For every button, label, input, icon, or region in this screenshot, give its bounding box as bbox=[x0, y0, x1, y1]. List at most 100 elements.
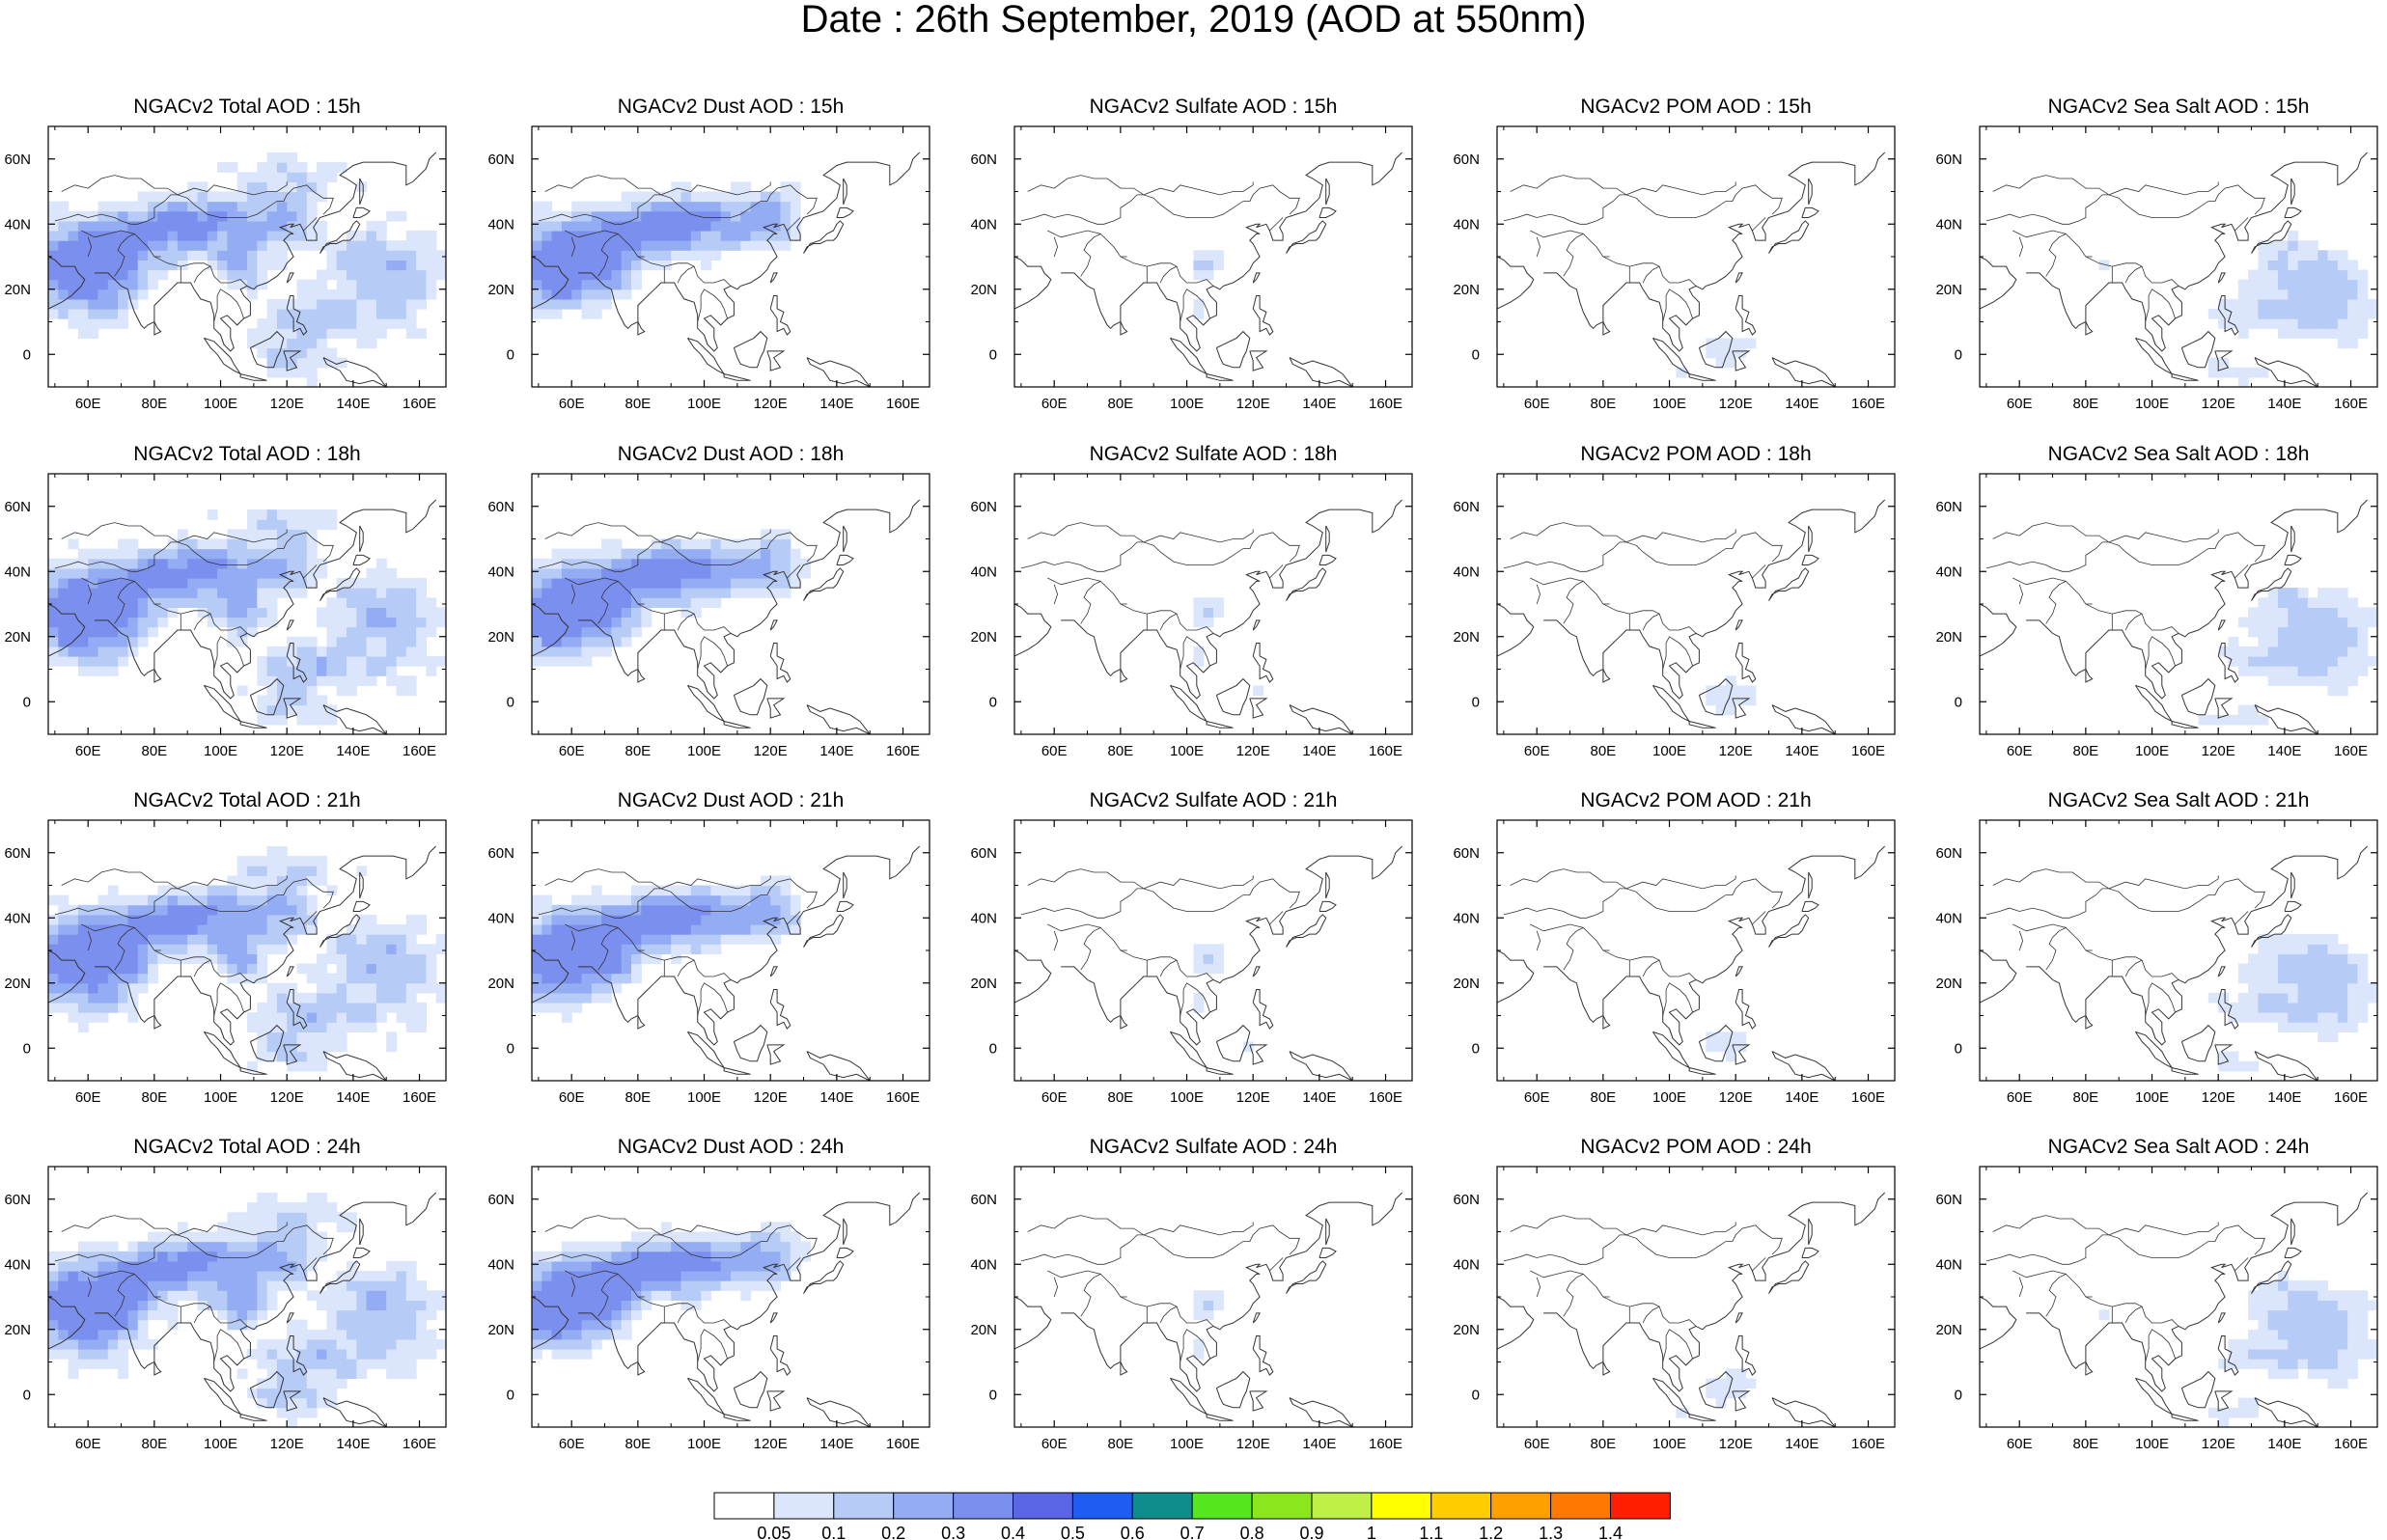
aod-cell bbox=[561, 1349, 572, 1360]
aod-cell bbox=[118, 963, 128, 975]
aod-cell bbox=[247, 1212, 258, 1223]
aod-cell bbox=[347, 250, 357, 261]
aod-cell bbox=[68, 973, 79, 984]
coastline bbox=[1289, 1397, 1353, 1427]
aod-cell bbox=[2307, 626, 2318, 638]
aod-cell bbox=[207, 924, 218, 935]
aod-cell bbox=[1715, 1041, 1727, 1053]
aod-cell bbox=[720, 567, 732, 579]
aod-cell bbox=[336, 298, 347, 310]
aod-cell bbox=[551, 260, 563, 271]
aod-cell bbox=[2327, 597, 2339, 608]
x-tick-label: 140E bbox=[336, 1089, 370, 1106]
aod-cell bbox=[257, 856, 268, 866]
aod-cell bbox=[2337, 675, 2348, 686]
aod-cell bbox=[405, 646, 417, 657]
aod-cell bbox=[435, 1290, 446, 1301]
aod-cell bbox=[48, 1290, 59, 1301]
aod-cell bbox=[107, 963, 119, 975]
aod-cell bbox=[710, 1251, 722, 1262]
aod-cell bbox=[336, 162, 347, 173]
coastline bbox=[1808, 871, 1813, 899]
aod-cell bbox=[2278, 934, 2289, 945]
aod-cell bbox=[356, 181, 368, 193]
aod-cell bbox=[276, 1338, 288, 1350]
aod-cell bbox=[287, 1003, 298, 1013]
aod-cell bbox=[601, 567, 612, 579]
aod-cell bbox=[118, 982, 128, 994]
aod-cell bbox=[236, 1290, 248, 1301]
aod-cell bbox=[740, 914, 752, 925]
aod-cell bbox=[167, 1251, 179, 1262]
aod-cell bbox=[326, 240, 338, 251]
aod-cell bbox=[167, 1260, 179, 1272]
aod-cell bbox=[326, 636, 338, 647]
aod-cell bbox=[396, 210, 407, 222]
aod-cell bbox=[710, 538, 722, 550]
aod-cell bbox=[770, 529, 782, 540]
aod-cell bbox=[541, 1300, 553, 1311]
aod-cell bbox=[287, 231, 298, 241]
aod-cell bbox=[710, 1271, 722, 1281]
aod-cell bbox=[1203, 607, 1214, 619]
aod-cell bbox=[167, 1280, 179, 1291]
aod-cell bbox=[317, 1300, 327, 1311]
aod-cell bbox=[347, 231, 357, 241]
aod-cell bbox=[177, 250, 188, 261]
aod-cell bbox=[266, 866, 278, 876]
aod-cell bbox=[611, 220, 623, 232]
aod-cell bbox=[780, 1251, 791, 1262]
aod-cell bbox=[266, 934, 278, 945]
aod-cell bbox=[118, 1349, 128, 1360]
aod-cell bbox=[236, 866, 248, 876]
aod-cell bbox=[227, 578, 238, 589]
aod-cell bbox=[760, 210, 771, 222]
country-border bbox=[538, 1224, 818, 1265]
aod-cell bbox=[2228, 1407, 2239, 1418]
aod-cell bbox=[287, 191, 298, 203]
aod-cell bbox=[541, 1251, 553, 1262]
aod-cell bbox=[157, 1300, 169, 1311]
aod-cell bbox=[541, 894, 553, 906]
aod-cell bbox=[317, 1012, 327, 1023]
aod-cell bbox=[326, 269, 338, 281]
aod-cell bbox=[97, 646, 109, 657]
aod-cell bbox=[601, 578, 612, 589]
x-tick-label: 160E bbox=[886, 1089, 920, 1106]
aod-cell bbox=[680, 181, 692, 193]
aod-cell bbox=[68, 646, 79, 657]
aod-cell bbox=[396, 646, 407, 657]
aod-cell bbox=[287, 1051, 298, 1062]
aod-cell bbox=[386, 607, 398, 619]
aod-cell bbox=[266, 944, 278, 954]
aod-cell bbox=[167, 558, 179, 569]
aod-cell bbox=[97, 318, 109, 329]
aod-cell bbox=[118, 656, 128, 667]
panel-title: NGACv2 Dust AOD : 15h bbox=[618, 96, 845, 118]
aod-cell bbox=[127, 298, 139, 310]
aod-cell bbox=[48, 231, 59, 241]
aod-cell bbox=[227, 558, 238, 569]
aod-cell bbox=[2237, 1397, 2249, 1409]
aod-cell bbox=[58, 607, 69, 619]
aod-cell bbox=[532, 924, 542, 935]
aod-cell bbox=[347, 1368, 357, 1379]
aod-cell bbox=[701, 250, 711, 261]
aod-cell bbox=[287, 856, 298, 866]
aod-cell bbox=[336, 1338, 347, 1350]
aod-cell bbox=[2258, 607, 2269, 619]
aod-cell bbox=[2218, 1407, 2230, 1418]
x-tick-label: 80E bbox=[142, 743, 168, 759]
aod-cell bbox=[2218, 1003, 2230, 1013]
aod-cell bbox=[177, 1271, 188, 1281]
aod-cell bbox=[306, 924, 318, 935]
country-border bbox=[1992, 175, 2110, 196]
aod-cell bbox=[118, 1300, 128, 1311]
country-border bbox=[2151, 1028, 2156, 1039]
country-border bbox=[697, 982, 728, 1016]
aod-cell bbox=[217, 617, 228, 628]
aod-cell bbox=[347, 588, 357, 598]
aod-cell bbox=[306, 675, 318, 686]
aod-cell bbox=[375, 626, 387, 638]
country-border bbox=[1020, 1224, 1300, 1265]
